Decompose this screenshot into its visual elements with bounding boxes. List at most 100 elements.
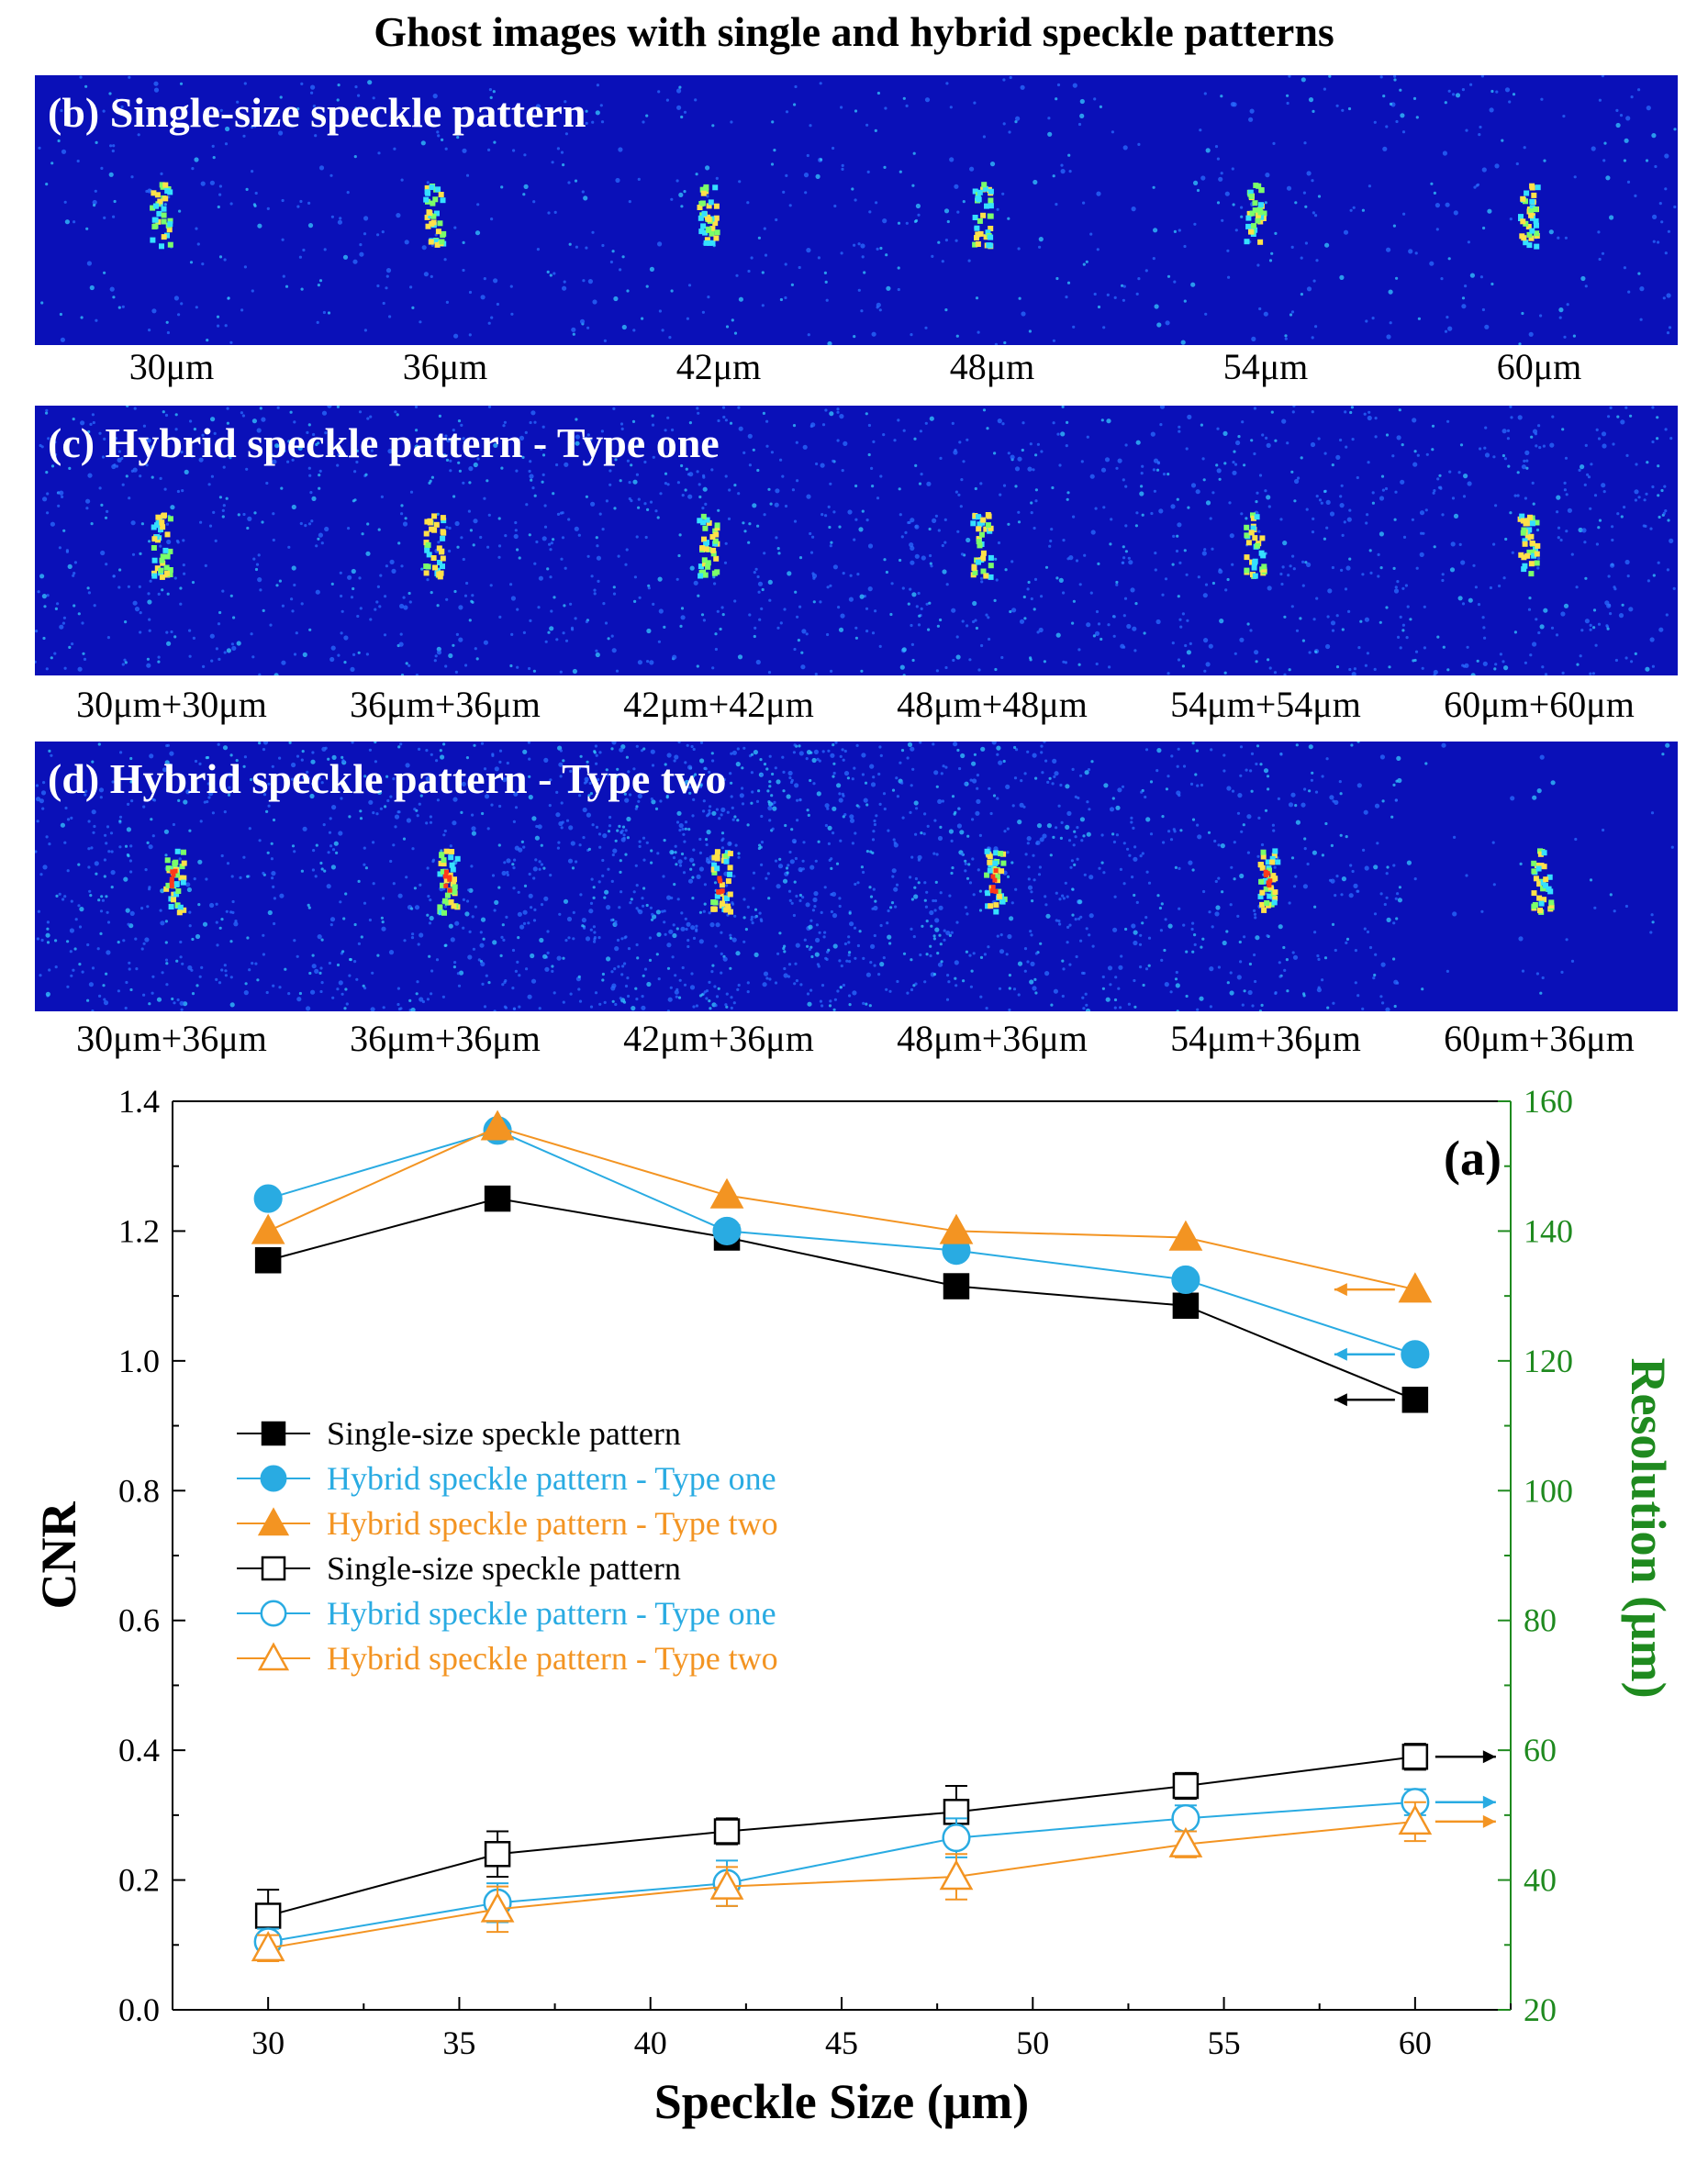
speckle-dot [1009,75,1012,80]
speckle-dot [1356,994,1360,998]
speckle-dot [796,615,799,619]
speckle-dot [1462,495,1467,498]
speckle-dot [689,985,696,990]
speckle-dot [919,742,922,744]
speckle-dot [1113,1006,1117,1009]
speckle-dot [118,845,122,849]
speckle-dot [1384,486,1389,491]
speckle-dot [564,939,568,943]
speckle-dot [1290,245,1294,249]
speckle-dot [921,555,926,561]
ghost-pixel [714,855,720,862]
ghost-pixel [154,192,161,198]
ghost-pixel [701,557,708,563]
speckle-dot [788,204,792,207]
speckle-dot [172,822,175,827]
speckle-dot [705,858,711,864]
speckle-dot [927,628,931,631]
speckle-dot [278,756,282,760]
speckle-dot [1657,494,1660,497]
speckle-dot [376,284,380,288]
ghost-pixel [168,904,174,909]
speckle-dot [982,135,986,139]
speckle-dot [1287,574,1290,577]
speckle-dot [1153,228,1158,233]
ghost-pixel [988,574,994,580]
speckle-dot [901,816,905,820]
ghost-pixel-hot [169,876,174,882]
speckle-dot [606,905,611,910]
speckle-dot [450,937,455,943]
speckle-dot [944,765,948,769]
speckle-dot [1239,873,1245,879]
speckle-dot [1199,128,1202,132]
speckle-dot [701,507,705,510]
speckle-dot [163,203,167,206]
speckle-dot [1592,608,1597,612]
speckle-dot [1385,433,1390,437]
speckle-dot [1328,75,1332,78]
speckle-dot [567,936,571,940]
speckle-dot [359,809,363,813]
speckle-dot [310,91,314,95]
ghost-pixel [988,213,994,219]
speckle-dot [178,857,182,861]
speckle-dot [824,514,828,518]
speckle-dot [251,418,257,424]
speckle-dot [1039,837,1044,842]
speckle-dot [575,860,578,864]
speckle-dot [1164,982,1169,987]
speckle-dot [842,794,845,798]
speckle-dot [249,777,253,782]
ghost-pixel [719,882,725,888]
speckle-dot [1651,133,1657,139]
speckle-dot [1049,539,1053,543]
speckle-dot [1340,568,1344,572]
speckle-dot [773,800,776,804]
ghost-pixel [1522,563,1528,569]
speckle-dot [1369,571,1373,574]
ghost-pixel [161,206,167,212]
speckle-dot [1077,663,1081,666]
speckle-dot [674,754,679,760]
speckle-dot [993,846,999,852]
speckle-dot [1089,591,1093,595]
speckle-dot [1438,474,1442,477]
speckle-dot [195,933,201,940]
speckle-dot [1009,609,1012,614]
speckle-dot [685,927,688,931]
speckle-dot [687,939,690,943]
speckle-dot [103,437,106,441]
ghost-pixel [1528,212,1535,218]
ghost-pixel [1270,873,1277,879]
speckle-dot [1010,901,1014,905]
speckle-dot [737,492,741,496]
speckle-dot [707,813,710,817]
speckle-dot [538,860,541,864]
speckle-dot [1085,927,1088,931]
speckle-dot [311,964,317,969]
speckle-dot [1094,507,1098,510]
speckle-dot [1243,989,1246,993]
speckle-dot [569,602,573,606]
speckle-dot [278,130,284,136]
speckle-dot [910,958,913,962]
speckle-dot [1328,878,1333,882]
speckle-dot [969,985,973,988]
speckle-dot [765,444,769,448]
speckle-dot [463,441,466,444]
speckle-dot [996,753,999,756]
speckle-dot [221,515,225,519]
speckle-dot [1557,236,1560,240]
speckle-dot [926,481,932,486]
speckle-dot [938,933,942,937]
speckle-dot [692,863,696,866]
speckle-dot [166,743,170,747]
speckle-dot [879,246,883,251]
speckle-dot [757,590,761,594]
speckle-dot [945,82,949,85]
speckle-dot [933,819,937,822]
speckle-dot [199,820,203,823]
speckle-dot [1143,631,1146,635]
speckle-dot [919,953,922,957]
